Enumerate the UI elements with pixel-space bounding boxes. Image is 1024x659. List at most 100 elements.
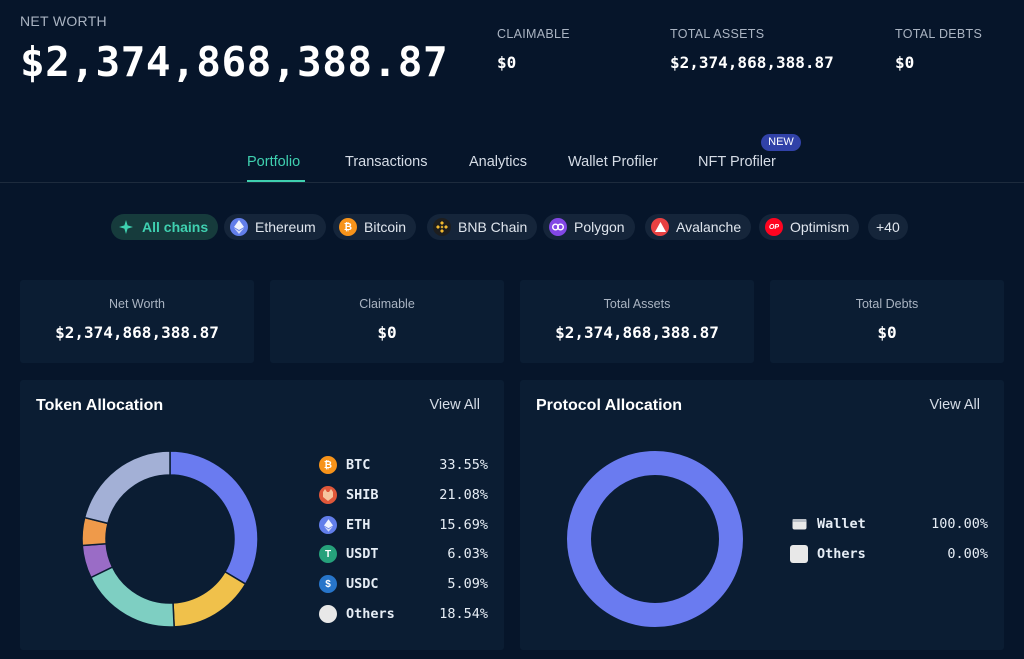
portfolio-summary: NET WORTH $2,374,868,388.87 CLAIMABLE $0… [0,0,1024,130]
net-worth-label: NET WORTH [20,13,107,29]
chain-chip-all-chains[interactable]: All chains [111,214,219,240]
claimable-label: CLAIMABLE [497,27,570,41]
card-total-debts: Total Debts $0 [770,280,1004,363]
chain-label: Polygon [574,219,625,235]
view-all-link[interactable]: View All [929,397,980,413]
legend-pct: 6.03% [447,546,488,562]
legend-item-usdt: T USDT [319,544,379,564]
tab-analytics[interactable]: Analytics [469,154,528,170]
tab-wallet-profiler[interactable]: Wallet Profiler [568,154,658,170]
donut-segment-others [89,565,175,628]
chain-chip-avalanche[interactable]: Avalanche [645,214,752,240]
legend-name: SHIB [346,487,379,503]
legend-item-wallet: Wallet [790,514,866,534]
ethereum-icon [319,516,337,534]
chain-label: Avalanche [676,219,742,235]
panel-title: Token Allocation [36,397,164,414]
legend-pct: 5.09% [447,576,488,592]
claimable-value: $0 [497,53,517,72]
tab-bar: Portfolio Transactions Analytics Wallet … [0,130,1024,183]
donut-segment-btc [169,450,259,586]
chain-chip-bnb-chain[interactable]: BNB Chain [427,214,538,240]
legend-name: USDC [346,576,379,592]
card-label: Total Debts [855,297,919,311]
legend-item-others: Others [319,604,395,624]
protocol-allocation-panel: Protocol Allocation View All Wallet 100.… [520,380,1004,650]
panel-title: Protocol Allocation [536,397,683,414]
chain-label: BNB Chain [458,219,528,235]
card-label: Net Worth [108,297,166,311]
all-chains-icon [117,218,135,236]
polygon-icon [549,218,567,236]
active-tab-indicator [247,180,305,182]
legend-pct: 0.00% [947,546,988,562]
chain-label: Bitcoin [364,219,407,235]
legend-item-usdc: $ USDC [319,574,379,594]
legend-name: Wallet [817,516,866,532]
avalanche-icon [651,218,669,236]
legend-name: Others [817,546,866,562]
legend-pct: 100.00% [931,516,988,532]
tab-transactions[interactable]: Transactions [345,154,428,170]
bnb-icon [433,218,451,236]
chain-chip-polygon[interactable]: Polygon [543,214,635,240]
card-value: $0 [377,323,397,342]
total-assets-label: TOTAL ASSETS [670,27,765,41]
legend-name: ETH [346,517,371,533]
legend-pct: 21.08% [439,487,488,503]
bitcoin-icon: ₿ [319,456,337,474]
card-value: $2,374,868,388.87 [55,323,219,342]
total-debts-stat: TOTAL DEBTS $0 [895,27,982,72]
legend-name: USDT [346,546,379,562]
view-all-link[interactable]: View All [429,397,480,413]
total-debts-value: $0 [895,53,915,72]
chain-chip-ethereum[interactable]: Ethereum [224,214,326,240]
total-assets-stat: TOTAL ASSETS $2,374,868,388.87 [670,27,834,72]
tab-portfolio[interactable]: Portfolio [247,154,301,170]
card-label: Claimable [359,297,415,311]
chain-chip-more[interactable]: +40 [868,214,908,240]
legend-pct: 15.69% [439,517,488,533]
donut-segment-shib [83,450,171,525]
new-badge: NEW [761,134,801,151]
tether-icon: T [319,545,337,563]
legend-item-others: Others [790,544,866,564]
card-label: Total Assets [603,297,671,311]
chain-chip-bitcoin[interactable]: ₿ Bitcoin [333,214,417,240]
legend-item-shib: SHIB [319,485,379,505]
card-net-worth: Net Worth $2,374,868,388.87 [20,280,254,363]
wallet-icon [790,515,808,533]
card-value: $0 [877,323,897,342]
total-debts-label: TOTAL DEBTS [895,27,983,41]
bitcoin-icon: ₿ [339,218,357,236]
chain-label: Ethereum [255,219,316,235]
donut-segment-wallet [567,451,743,627]
donut-segment-eth [172,570,247,628]
card-value: $2,374,868,388.87 [555,323,719,342]
legend-name: BTC [346,457,371,473]
card-claimable: Claimable $0 [270,280,504,363]
tab-nft-profiler[interactable]: NFT Profiler [698,154,776,170]
token-donut-chart [81,450,259,628]
others-icon [319,605,337,623]
chain-more-label: +40 [876,219,900,235]
token-allocation-panel: Token Allocation View All ₿ BTC 33.55% S… [20,380,504,650]
optimism-icon: OP [765,218,783,236]
legend-item-eth: ETH [319,515,370,535]
protocol-donut-chart [567,451,743,627]
legend-pct: 33.55% [439,457,488,473]
claimable-stat: CLAIMABLE $0 [497,27,570,72]
chain-chip-optimism[interactable]: OP Optimism [759,214,860,240]
total-assets-value: $2,374,868,388.87 [670,53,834,72]
usdc-icon: $ [319,575,337,593]
others-icon [790,545,808,563]
card-total-assets: Total Assets $2,374,868,388.87 [520,280,754,363]
ethereum-icon [230,218,248,236]
chain-label: Optimism [790,219,850,235]
chain-label: All chains [142,219,209,235]
legend-pct: 18.54% [439,606,488,622]
legend-item-btc: ₿ BTC [319,455,370,475]
net-worth-value: $2,374,868,388.87 [20,38,449,86]
legend-name: Others [346,606,395,622]
shiba-icon [319,486,337,504]
